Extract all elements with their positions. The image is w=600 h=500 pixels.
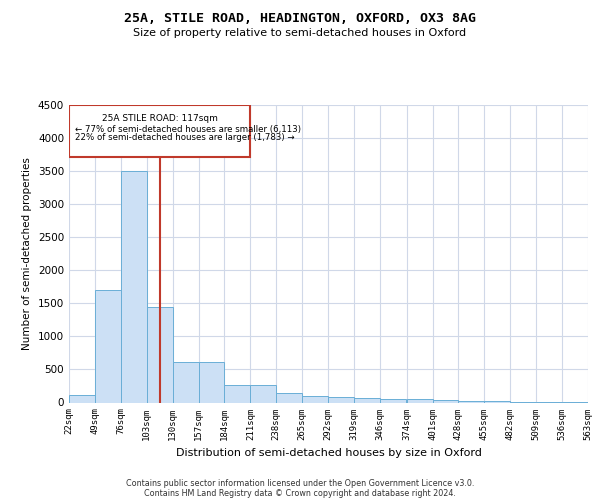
Bar (380, 398, 406, 402)
Bar (484, 401, 510, 402)
Text: ← 77% of semi-detached houses are smaller (6,113): ← 77% of semi-detached houses are smalle… (75, 125, 301, 134)
Text: Contains HM Land Registry data © Crown copyright and database right 2024.: Contains HM Land Registry data © Crown c… (144, 488, 456, 498)
Bar (69, 105, 250, 156)
Bar (328, 397, 354, 402)
Bar (250, 384, 276, 402)
Bar (354, 398, 380, 402)
Text: Size of property relative to semi-detached houses in Oxford: Size of property relative to semi-detach… (133, 28, 467, 38)
Bar (69, 394, 95, 402)
Bar (458, 400, 484, 402)
Bar (433, 400, 458, 402)
Text: 22% of semi-detached houses are larger (1,783) →: 22% of semi-detached houses are larger (… (75, 133, 295, 142)
Text: 25A, STILE ROAD, HEADINGTON, OXFORD, OX3 8AG: 25A, STILE ROAD, HEADINGTON, OXFORD, OX3… (124, 12, 476, 26)
Bar (147, 306, 173, 402)
Bar (407, 399, 433, 402)
Bar (199, 362, 224, 403)
Text: 25A STILE ROAD: 117sqm: 25A STILE ROAD: 117sqm (102, 114, 218, 124)
Text: Contains public sector information licensed under the Open Government Licence v3: Contains public sector information licen… (126, 478, 474, 488)
Bar (224, 384, 250, 402)
Bar (121, 171, 147, 402)
Bar (302, 396, 328, 402)
Bar (276, 393, 302, 402)
Y-axis label: Number of semi-detached properties: Number of semi-detached properties (22, 158, 32, 350)
Bar (173, 362, 199, 403)
Bar (95, 290, 121, 403)
X-axis label: Distribution of semi-detached houses by size in Oxford: Distribution of semi-detached houses by … (176, 448, 481, 458)
